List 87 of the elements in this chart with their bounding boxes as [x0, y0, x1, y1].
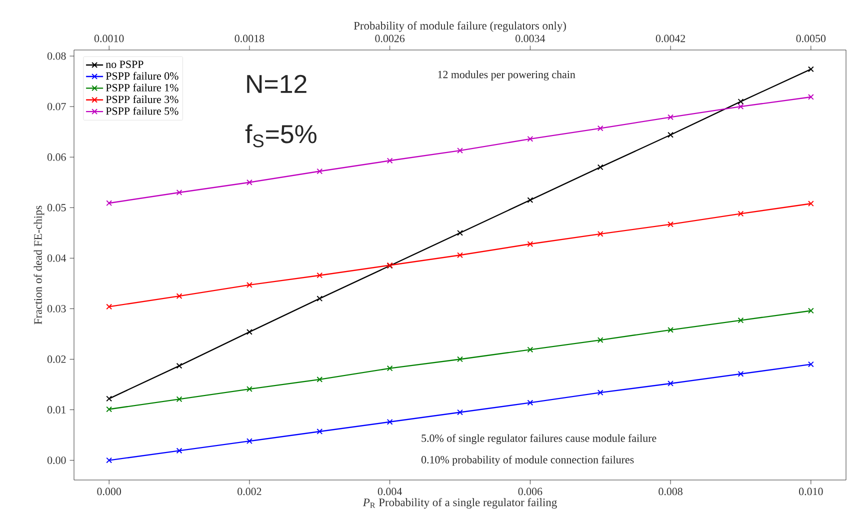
annotation: N=12 — [247, 74, 306, 93]
x-tick-label: 0.004 — [378, 488, 402, 496]
point — [668, 132, 674, 138]
point — [738, 370, 744, 377]
legend-label: PSPP failure 3% — [106, 95, 178, 104]
annotation: 12 modules per powering chain — [438, 70, 576, 80]
point — [597, 337, 604, 343]
point — [246, 179, 252, 186]
x-tick-label: 0.006 — [518, 488, 542, 496]
point — [316, 168, 323, 174]
point — [668, 380, 674, 386]
point — [668, 221, 674, 228]
legend-label: PSPP failure 0% — [106, 72, 178, 80]
point — [527, 136, 534, 142]
x-tick-label: 0.008 — [658, 488, 682, 496]
point — [106, 200, 112, 206]
point — [597, 230, 604, 237]
x2-axis-title: Probability of module failure (regulators only) — [354, 21, 566, 32]
point — [176, 293, 182, 300]
point — [808, 94, 814, 100]
y-tick-label: 0.07 — [47, 102, 66, 110]
legend-label: PSPP failure 5% — [106, 106, 178, 115]
point — [316, 296, 323, 302]
point — [386, 418, 393, 425]
x-axis-title: P$_{R}$ Probability of a single regulator failing — [362, 498, 557, 509]
point — [738, 317, 744, 324]
point — [106, 396, 112, 402]
point — [457, 148, 463, 154]
point — [457, 409, 463, 416]
y-tick-label: 0.06 — [47, 153, 66, 161]
point — [738, 210, 744, 217]
y-tick-label: 0.00 — [47, 456, 66, 464]
point — [246, 328, 252, 335]
point — [668, 114, 674, 120]
point — [176, 448, 182, 454]
x-tick-label: 0.002 — [238, 488, 262, 496]
point — [176, 190, 182, 196]
point — [316, 376, 323, 382]
y-tick-label: 0.08 — [47, 52, 66, 60]
y-axis-title: Fraction of dead FE-chips — [34, 206, 44, 324]
y-tick-label: 0.03 — [47, 304, 66, 312]
point — [246, 438, 252, 444]
point — [527, 400, 534, 406]
point — [668, 326, 674, 333]
x2-tick-label: 0.0026 — [375, 34, 405, 42]
annotation: 5.0% of single regulator failures cause module failure — [422, 434, 656, 444]
point — [386, 365, 393, 372]
x-tick-label: 0.000 — [97, 488, 122, 496]
point — [106, 457, 112, 464]
annotation: f$_{S}$=5% — [245, 124, 316, 148]
y-tick-label: 0.04 — [47, 254, 66, 262]
point — [808, 200, 814, 207]
x2-tick-label: 0.0034 — [516, 34, 546, 42]
point — [808, 308, 814, 314]
point — [738, 104, 744, 110]
y-tick-label: 0.01 — [47, 406, 66, 414]
point — [106, 406, 112, 412]
point — [527, 197, 534, 204]
point — [246, 386, 252, 392]
legend-label: no PSPP — [106, 60, 144, 68]
point — [176, 362, 182, 369]
point — [457, 356, 463, 362]
y-tick-label: 0.02 — [47, 356, 66, 363]
point — [316, 272, 323, 278]
point — [738, 98, 744, 104]
point — [176, 396, 182, 402]
point — [527, 346, 534, 353]
point — [246, 282, 252, 288]
y-tick-label: 0.05 — [47, 204, 66, 212]
point — [597, 390, 604, 396]
point — [808, 66, 814, 72]
x2-tick-label: 0.0010 — [94, 34, 124, 42]
annotation: 0.10% probability of module connection failures — [421, 456, 634, 466]
point — [386, 158, 393, 164]
point — [316, 428, 323, 434]
point — [106, 304, 112, 310]
x-tick-label: 0.010 — [799, 488, 823, 496]
point — [527, 241, 534, 247]
x2-tick-label: 0.0018 — [234, 34, 264, 42]
point — [457, 230, 463, 236]
point — [808, 361, 814, 368]
legend-label: PSPP failure 1% — [106, 84, 178, 92]
point — [597, 125, 604, 132]
x2-tick-label: 0.0050 — [796, 34, 826, 42]
point — [457, 252, 463, 258]
point — [597, 164, 604, 170]
x2-tick-label: 0.0042 — [656, 34, 686, 42]
